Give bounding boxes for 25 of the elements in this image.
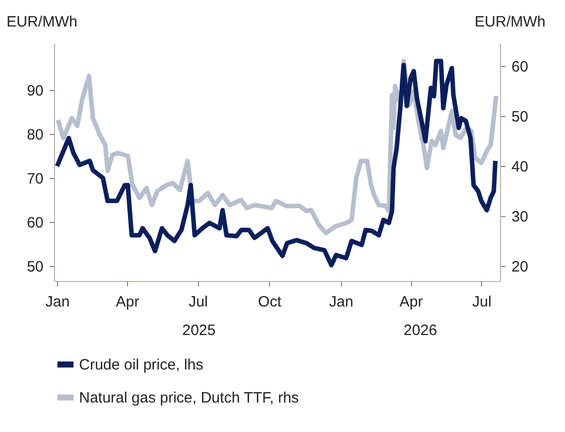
text: 2026 — [404, 322, 438, 339]
y2-tick-label: 60 — [512, 58, 528, 76]
y-tick-label: 90 — [26, 82, 44, 100]
line-series — [54, 58, 498, 268]
legend-label: Natural gas price, Dutch TTF, rhs — [79, 390, 299, 406]
line-series — [56, 58, 498, 236]
x-tick-label: Apr — [399, 294, 423, 310]
text: 2025 — [182, 322, 216, 339]
y2-tick-label: 20 — [512, 258, 528, 276]
y2-axis-title: EUR/MWh — [474, 14, 546, 30]
y-tick-label: 70 — [26, 170, 44, 188]
y2-tick-label: 30 — [512, 208, 528, 226]
y-tick-label: 80 — [26, 126, 44, 144]
x-tick-label: Jul — [472, 294, 492, 310]
legend-label: Crude oil price, lhs — [79, 356, 204, 374]
x-tick-label: Jan — [329, 294, 354, 310]
x-tick-label: Apr — [116, 294, 140, 310]
y-tick-label: 50 — [26, 258, 44, 276]
x-tick-label: Jul — [188, 294, 208, 310]
x-tick-label: Jan — [46, 294, 70, 310]
y2-tick-label: 40 — [512, 158, 528, 176]
y2-tick-label: 50 — [512, 108, 528, 126]
y-axis-title: EUR/MWh — [6, 14, 78, 30]
y-tick-label: 60 — [26, 214, 44, 232]
x-tick-label: Oct — [258, 294, 282, 310]
